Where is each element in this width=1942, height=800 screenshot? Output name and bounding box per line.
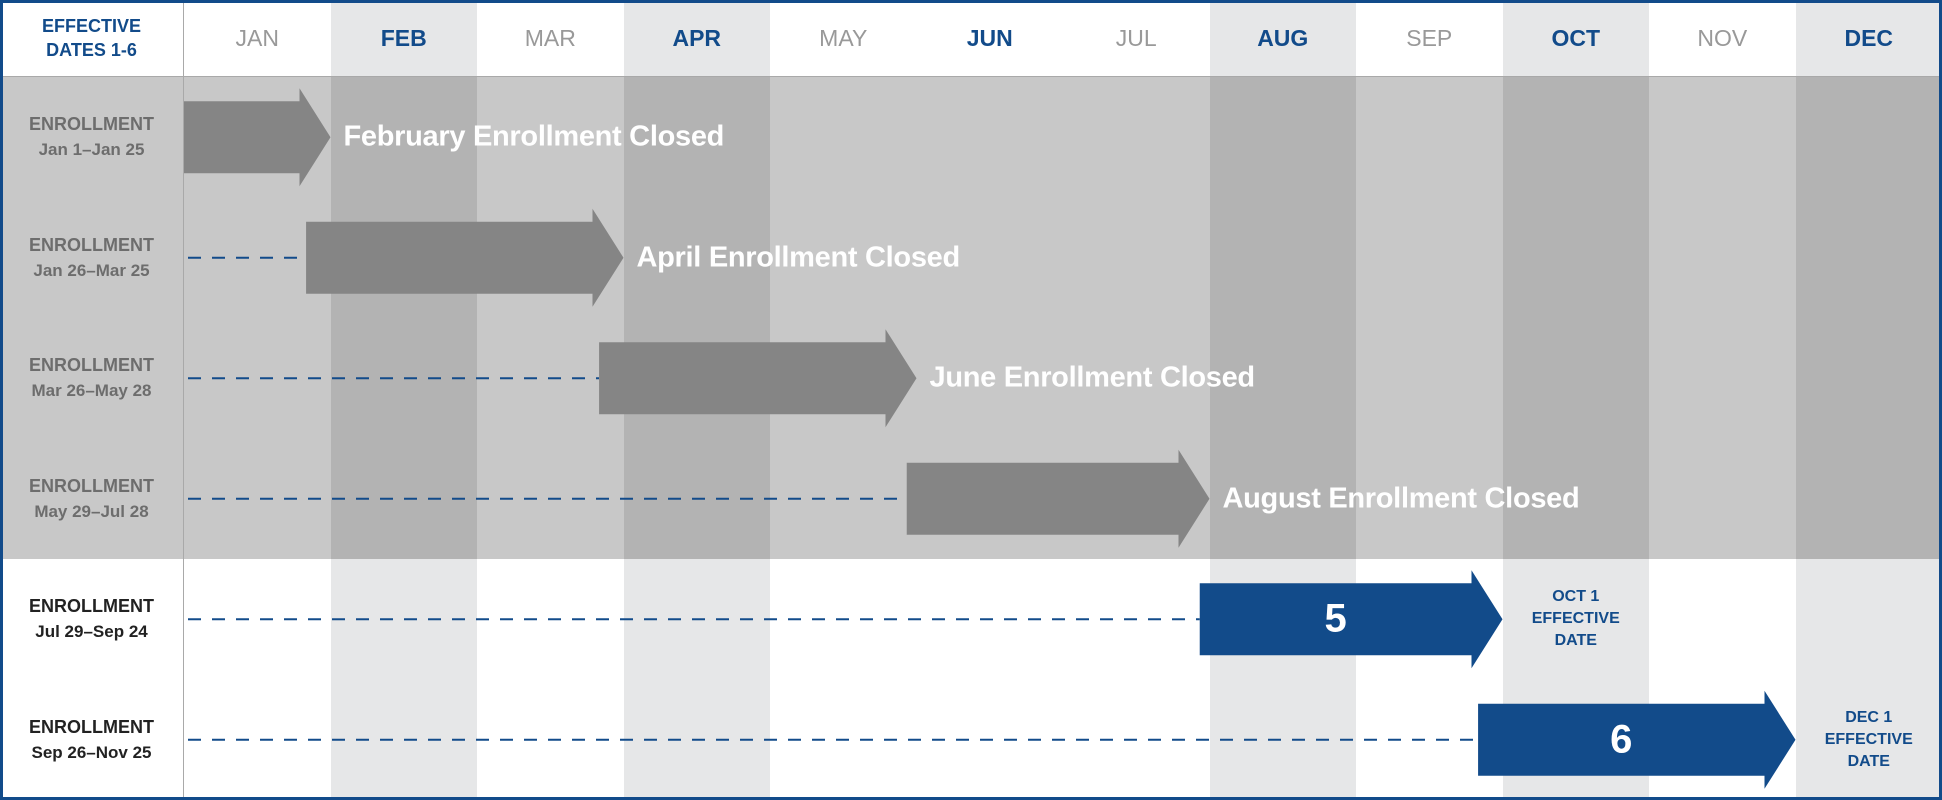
month-header-sep: SEP (1356, 0, 1504, 77)
closed-arrow (599, 329, 917, 428)
grid-cell (623, 77, 771, 199)
enrollment-arrow-5 (1199, 570, 1503, 669)
month-label: AUG (1257, 24, 1309, 51)
row-title: ENROLLMENT (29, 234, 154, 255)
row-label: ENROLLMENT Jan 1–Jan 25 (0, 77, 184, 199)
effective-line: EFFECTIVE (1824, 730, 1913, 748)
grid-cell (1356, 438, 1504, 560)
grid-cell (916, 318, 1064, 440)
grid-cell (184, 679, 332, 800)
month-label: APR (672, 24, 722, 51)
closed-arrow (906, 449, 1210, 548)
month-header-nov: NOV (1649, 0, 1797, 77)
month-label: JUL (1115, 24, 1157, 51)
row-title: ENROLLMENT (29, 355, 154, 376)
grid-cell (477, 77, 625, 199)
effective-date-label: DEC 1 EFFECTIVE DATE (1799, 707, 1939, 773)
row-title: ENROLLMENT (29, 596, 154, 617)
grid-cell (1795, 438, 1942, 560)
month-label: DEC (1844, 24, 1894, 51)
closed-label: February Enrollment Closed (343, 120, 725, 153)
month-header-jul: JUL (1063, 0, 1211, 77)
effective-date-label: OCT 1 EFFECTIVE DATE (1506, 586, 1646, 652)
grid-cell (1356, 77, 1504, 199)
closed-label: August Enrollment Closed (1222, 482, 1580, 515)
month-header-may: MAY (770, 0, 918, 77)
grid-cell (1209, 197, 1357, 319)
row-dates: Jul 29–Sep 24 (35, 622, 148, 642)
grid-cell (184, 559, 332, 681)
row-dates: Jan 26–Mar 25 (33, 260, 150, 280)
grid-cell (1649, 318, 1797, 440)
month-label: FEB (380, 24, 427, 51)
grid-cell (184, 438, 332, 560)
grid-cell (1649, 77, 1797, 199)
effective-line: DATE (1554, 632, 1597, 650)
grid-cell (184, 318, 332, 440)
grid-cell (1795, 318, 1942, 440)
row-dates: Sep 26–Nov 25 (31, 742, 152, 762)
closed-arrow (184, 88, 331, 187)
effective-line: OCT 1 (1552, 588, 1600, 606)
effective-line: EFFECTIVE (1531, 610, 1620, 628)
enrollment-arrow-6 (1478, 690, 1796, 789)
corner-line2: DATES 1-6 (46, 40, 137, 60)
effective-line: DATE (1847, 752, 1890, 770)
grid-cell (1063, 197, 1211, 319)
grid-cell (330, 77, 478, 199)
grid-cell (1356, 197, 1504, 319)
row-dates: Mar 26–May 28 (31, 381, 152, 401)
closed-label: April Enrollment Closed (636, 241, 961, 274)
grid-cell (770, 77, 918, 199)
corner-header: EFFECTIVE DATES 1-6 (0, 0, 184, 77)
closed-label: June Enrollment Closed (929, 361, 1256, 394)
month-label: NOV (1697, 24, 1748, 51)
corner-line1: EFFECTIVE (41, 16, 141, 36)
month-label: JAN (235, 24, 279, 51)
grid-cell (623, 197, 771, 319)
month-header-oct: OCT (1502, 0, 1650, 77)
grid-cell (1502, 438, 1650, 560)
grid-cell (1795, 679, 1942, 800)
grid-cell (1356, 318, 1504, 440)
row-label: ENROLLMENT Jan 26–Mar 25 (0, 197, 184, 319)
month-label: JUN (966, 24, 1013, 51)
grid-cell (1209, 438, 1357, 560)
period-number: 5 (1324, 596, 1347, 641)
month-label: MAR (524, 24, 576, 51)
grid-cell (1649, 559, 1797, 681)
grid-cell (1209, 77, 1357, 199)
row-label: ENROLLMENT May 29–Jul 28 (0, 438, 184, 560)
row-dates: Jan 1–Jan 25 (38, 140, 145, 160)
row-dates: May 29–Jul 28 (34, 501, 149, 521)
grid-cell (1795, 197, 1942, 319)
row-title: ENROLLMENT (29, 716, 154, 737)
grid-cell (1502, 318, 1650, 440)
row-label: ENROLLMENT Sep 26–Nov 25 (0, 679, 184, 800)
month-header-dec: DEC (1795, 0, 1942, 77)
month-header-apr: APR (623, 0, 771, 77)
month-header-mar: MAR (477, 0, 625, 77)
row-label: ENROLLMENT Mar 26–May 28 (0, 318, 184, 440)
row-title: ENROLLMENT (29, 475, 154, 496)
month-label: OCT (1551, 24, 1601, 51)
month-label: MAY (819, 24, 868, 51)
grid-cell (916, 77, 1064, 199)
closed-arrow (306, 208, 624, 307)
month-label: SEP (1406, 24, 1453, 51)
grid-cell (1209, 679, 1357, 800)
period-number: 6 (1610, 717, 1633, 762)
row-title: ENROLLMENT (29, 114, 154, 135)
grid-cell (770, 197, 918, 319)
effective-line: DEC 1 (1845, 708, 1893, 726)
grid-cell (1502, 77, 1650, 199)
month-header-feb: FEB (330, 0, 478, 77)
